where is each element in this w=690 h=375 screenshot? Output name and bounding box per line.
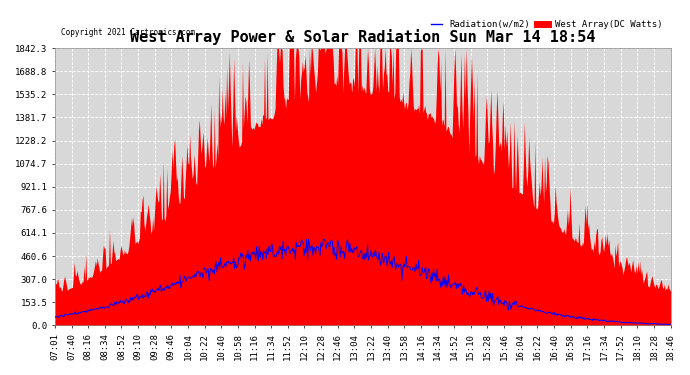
- Legend: Radiation(w/m2), West Array(DC Watts): Radiation(w/m2), West Array(DC Watts): [427, 16, 666, 33]
- Text: Copyright 2021 Cartronics.com: Copyright 2021 Cartronics.com: [61, 28, 195, 37]
- Title: West Array Power & Solar Radiation Sun Mar 14 18:54: West Array Power & Solar Radiation Sun M…: [130, 30, 595, 45]
